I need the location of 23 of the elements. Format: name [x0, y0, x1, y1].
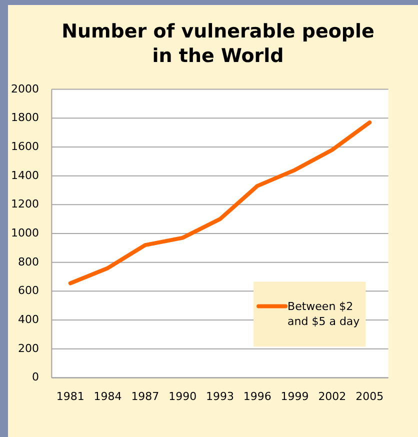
y-tick-label: 800 — [18, 255, 39, 268]
y-tick-label: 1200 — [11, 198, 39, 211]
y-tick-label: 1400 — [11, 168, 39, 182]
x-tick-label: 1990 — [168, 390, 197, 404]
y-tick-label: 400 — [18, 313, 39, 326]
x-tick-label: 1987 — [131, 390, 160, 404]
y-tick-label: 1800 — [11, 111, 39, 124]
x-tick-label: 1999 — [280, 390, 309, 404]
legend-label: Between $2 and $5 a day — [288, 300, 360, 328]
y-tick-label: 200 — [18, 342, 39, 355]
x-tick-label: 1996 — [243, 390, 272, 404]
y-tick-label: 1600 — [11, 140, 39, 153]
line-series — [68, 120, 372, 286]
x-tick-label: 2002 — [318, 390, 346, 404]
y-tick-label: 600 — [18, 284, 39, 298]
x-tick-label: 2005 — [356, 390, 384, 404]
y-tick-label: 1000 — [11, 226, 39, 240]
y-tick-label: 2000 — [11, 82, 39, 96]
x-tick-label: 1981 — [56, 390, 84, 404]
y-tick-label: 0 — [32, 370, 39, 384]
x-tick-label: 1984 — [94, 390, 122, 404]
chart-title: Number of vulnerable people in the World — [62, 20, 374, 67]
x-tick-label: 1993 — [206, 390, 234, 404]
